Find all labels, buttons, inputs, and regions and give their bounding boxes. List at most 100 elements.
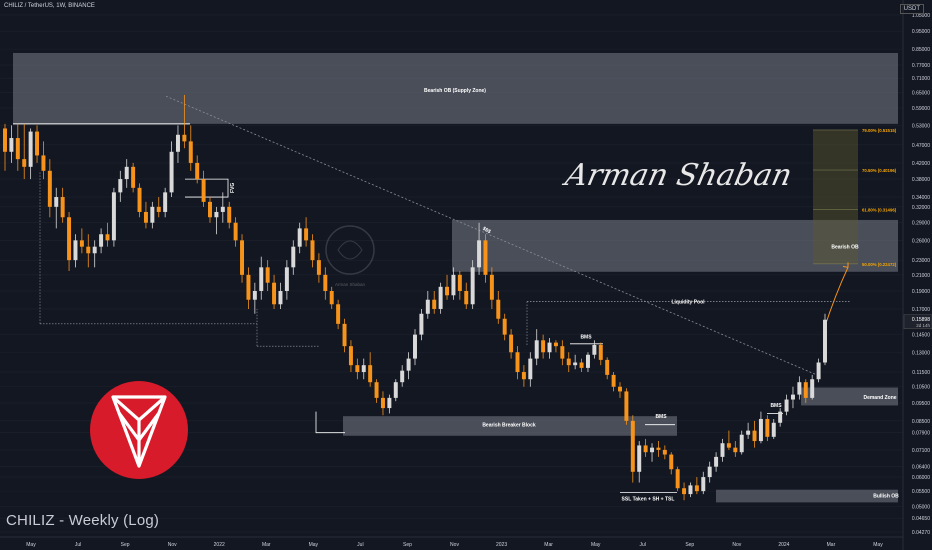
price-tick-label: 0.04270 (912, 530, 930, 536)
currency-badge[interactable]: USDT (899, 4, 924, 14)
candle-body (739, 434, 744, 453)
signature-watermark: Arman Shaban (562, 158, 796, 193)
candle-body (163, 192, 168, 212)
price-tick-label: 0.34000 (912, 195, 930, 201)
candle-body (387, 397, 392, 409)
candle-body (714, 456, 719, 467)
candle-body (489, 274, 494, 300)
zone-box (813, 219, 898, 272)
price-tick-label: 0.17000 (912, 307, 930, 313)
candle-body (137, 187, 142, 212)
candle-body (329, 290, 334, 305)
candle-body (624, 391, 629, 421)
candle-body (259, 267, 264, 291)
candle-body (143, 211, 148, 223)
time-tick-label: Nov (450, 542, 459, 548)
price-axis: 1.05000 0.95000 0.85000 0.77000 0.71000 0.650… (902, 0, 932, 550)
last-price-countdown: 2d 14h (916, 323, 930, 328)
zone-box (343, 416, 677, 436)
candle-body (502, 318, 507, 335)
zone-box (801, 387, 898, 406)
candles-layer (3, 94, 827, 501)
time-tick-label: Mar (827, 542, 836, 548)
candle-body (752, 430, 757, 442)
liquidity-dollars-label: $$$ (481, 226, 491, 235)
time-tick-label: Mar (262, 542, 271, 548)
time-tick-label: Sep (121, 542, 130, 548)
candle-body (445, 286, 450, 296)
candle-body (579, 362, 584, 368)
zone-label: Bullish OB (873, 494, 899, 500)
time-tick-label: 2024 (778, 542, 789, 548)
candle-body (380, 397, 385, 409)
candle-body (79, 240, 84, 247)
candle-body (733, 447, 738, 453)
candle-body (15, 138, 20, 160)
fib-label: 61.80% (0.31496) (862, 207, 897, 212)
candle-body (92, 246, 97, 254)
candle-body (592, 344, 597, 355)
price-tick-label: 0.11500 (912, 370, 930, 376)
candle-body (541, 340, 546, 353)
zone-label: Bearish Breaker Block (482, 423, 536, 429)
candle-body (598, 344, 603, 360)
candle-body (22, 159, 27, 167)
projection-arrow (823, 267, 849, 330)
price-tick-label: 0.26000 (912, 238, 930, 244)
price-tick-label: 0.05500 (912, 489, 930, 495)
last-price-label: 0.15898 (912, 317, 930, 323)
time-tick-label: Jul (640, 542, 646, 548)
candle-body (118, 179, 123, 193)
candle-body (701, 477, 706, 492)
price-tick-label: 0.07100 (912, 448, 930, 454)
candle-body (9, 138, 14, 152)
candle-body (60, 197, 65, 218)
candle-body (54, 197, 59, 207)
zone-label: Demand Zone (863, 395, 896, 401)
candle-body (477, 240, 482, 268)
candle-body (131, 166, 136, 188)
candle-body (284, 267, 289, 291)
chart-title: CHILIZ / TetherUS, 1W, BINANCE (4, 3, 95, 9)
candle-body (425, 299, 430, 314)
candle-body (618, 386, 622, 392)
symbol-label: CHILIZ - Weekly (Log) (6, 512, 160, 529)
candle-body (662, 449, 667, 455)
candle-body (214, 211, 219, 218)
fvg-bracket (185, 178, 229, 198)
candle-body (361, 365, 366, 373)
candle-body (297, 228, 302, 247)
candle-body (637, 445, 642, 472)
time-tick-label: Nov (732, 542, 741, 548)
candle-body (483, 240, 488, 275)
candle-body (758, 418, 763, 442)
price-tick-label: 0.07900 (912, 431, 930, 437)
price-tick-label: 1.05000 (912, 13, 930, 19)
candle-body (515, 352, 520, 373)
candle-body (316, 260, 321, 275)
candle-body (438, 286, 443, 309)
time-tick-label: Sep (403, 542, 412, 548)
candle-body (470, 267, 475, 305)
candle-body (816, 362, 821, 380)
candle-body (509, 334, 514, 353)
candle-body (451, 274, 456, 296)
candle-body (797, 382, 802, 395)
candle-body (656, 447, 661, 450)
candle-body (790, 394, 795, 400)
candle-body (182, 134, 187, 142)
candle-body (784, 399, 789, 412)
candle-body (47, 170, 52, 207)
candle-body (272, 282, 277, 305)
candle-body (611, 374, 616, 387)
candle-body (413, 334, 417, 359)
price-tick-label: 0.09500 (912, 401, 930, 407)
chiliz-logo (90, 381, 188, 479)
candle-body (432, 299, 437, 309)
watermark-caption: Arman Shaban (335, 282, 366, 287)
candle-body (585, 354, 590, 368)
candle-body (233, 222, 238, 241)
candle-body (323, 274, 328, 291)
candle-body (419, 313, 424, 335)
